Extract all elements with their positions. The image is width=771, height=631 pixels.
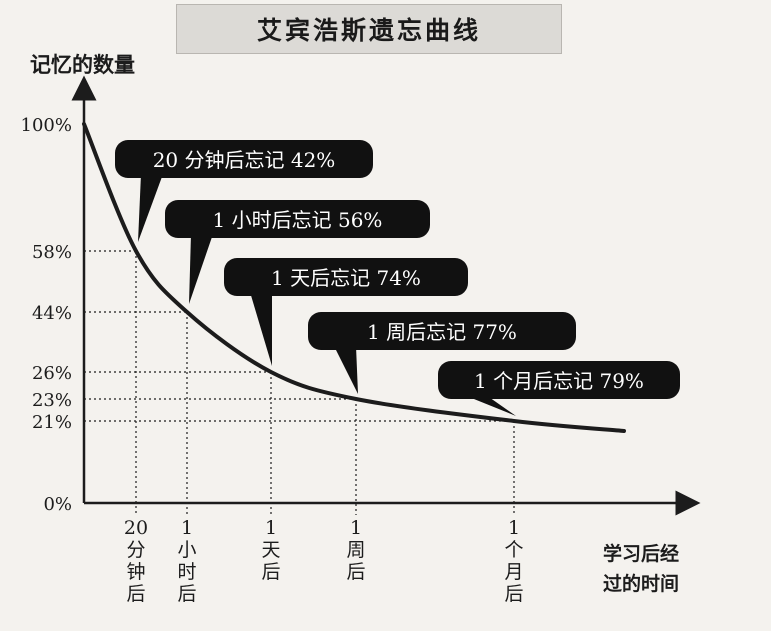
x-tick-label: 分 (126, 539, 145, 561)
callout-text: 20 分钟后忘记 42% (153, 148, 336, 172)
y-tick-label: 100% (21, 115, 72, 136)
x-tick-label: 钟 (126, 561, 145, 583)
callout-pointer (250, 292, 272, 366)
x-tick-label: 后 (261, 561, 280, 583)
x-tick-label: 后 (504, 583, 523, 605)
callout-text: 1 个月后忘记 79% (474, 369, 644, 393)
x-tick-label: 1 (265, 517, 277, 539)
tick-labels: 记忆的数量学习后经过的时间100%58%44%26%23%21%0%20分钟后1… (21, 52, 679, 605)
x-tick-label: 个 (504, 539, 523, 561)
callout-text: 1 天后忘记 74% (271, 266, 421, 290)
callout-1day: 1 天后忘记 74% (224, 258, 468, 366)
y-tick-label: 23% (32, 390, 72, 411)
x-tick-label: 天 (261, 539, 280, 561)
callout-box (308, 312, 576, 350)
x-tick-label: 1 (181, 517, 193, 539)
callout-20min: 20 分钟后忘记 42% (115, 140, 373, 242)
x-tick-label: 月 (504, 561, 523, 583)
guide-lines (84, 250, 515, 515)
x-tick-label: 后 (177, 583, 196, 605)
y-tick-label: 0% (43, 494, 72, 515)
x-tick-label: 周 (346, 539, 365, 561)
x-axis-label: 过的时间 (603, 572, 679, 595)
curve-layer (82, 122, 626, 433)
callout-pointer (334, 346, 358, 394)
x-tick-label: 1 (350, 517, 362, 539)
callout-1month: 1 个月后忘记 79% (438, 361, 680, 416)
callout-text: 1 小时后忘记 56% (213, 208, 383, 232)
x-tick-label: 后 (126, 583, 145, 605)
callout-1hour: 1 小时后忘记 56% (165, 200, 430, 304)
callout-box (165, 200, 430, 238)
annotation-callouts: 20 分钟后忘记 42% 1 小时后忘记 56% 1 天后忘记 74% 1 周后忘记 … (115, 140, 680, 416)
y-tick-label: 21% (32, 412, 72, 433)
callout-1week: 1 周后忘记 77% (308, 312, 576, 394)
x-tick-label: 时 (177, 561, 196, 583)
chart-title: 艾宾浩斯遗忘曲线 (176, 4, 562, 54)
callout-box (224, 258, 468, 296)
y-tick-label: 26% (32, 363, 72, 384)
callout-pointer (189, 234, 213, 304)
y-axis-label: 记忆的数量 (30, 52, 135, 77)
x-axis-label: 学习后经 (603, 542, 679, 565)
callout-box (438, 361, 680, 399)
y-tick-label: 58% (32, 242, 72, 263)
callout-text: 1 周后忘记 77% (367, 320, 517, 344)
callout-pointer (464, 395, 516, 416)
axes (71, 75, 701, 516)
forgetting-curve (82, 122, 626, 433)
x-tick-label: 后 (346, 561, 365, 583)
x-tick-label: 小 (177, 539, 196, 561)
callout-pointer (138, 174, 163, 242)
y-tick-label: 44% (32, 303, 72, 324)
x-tick-label: 1 (508, 517, 520, 539)
x-tick-label: 20 (124, 517, 148, 539)
callout-box (115, 140, 373, 178)
